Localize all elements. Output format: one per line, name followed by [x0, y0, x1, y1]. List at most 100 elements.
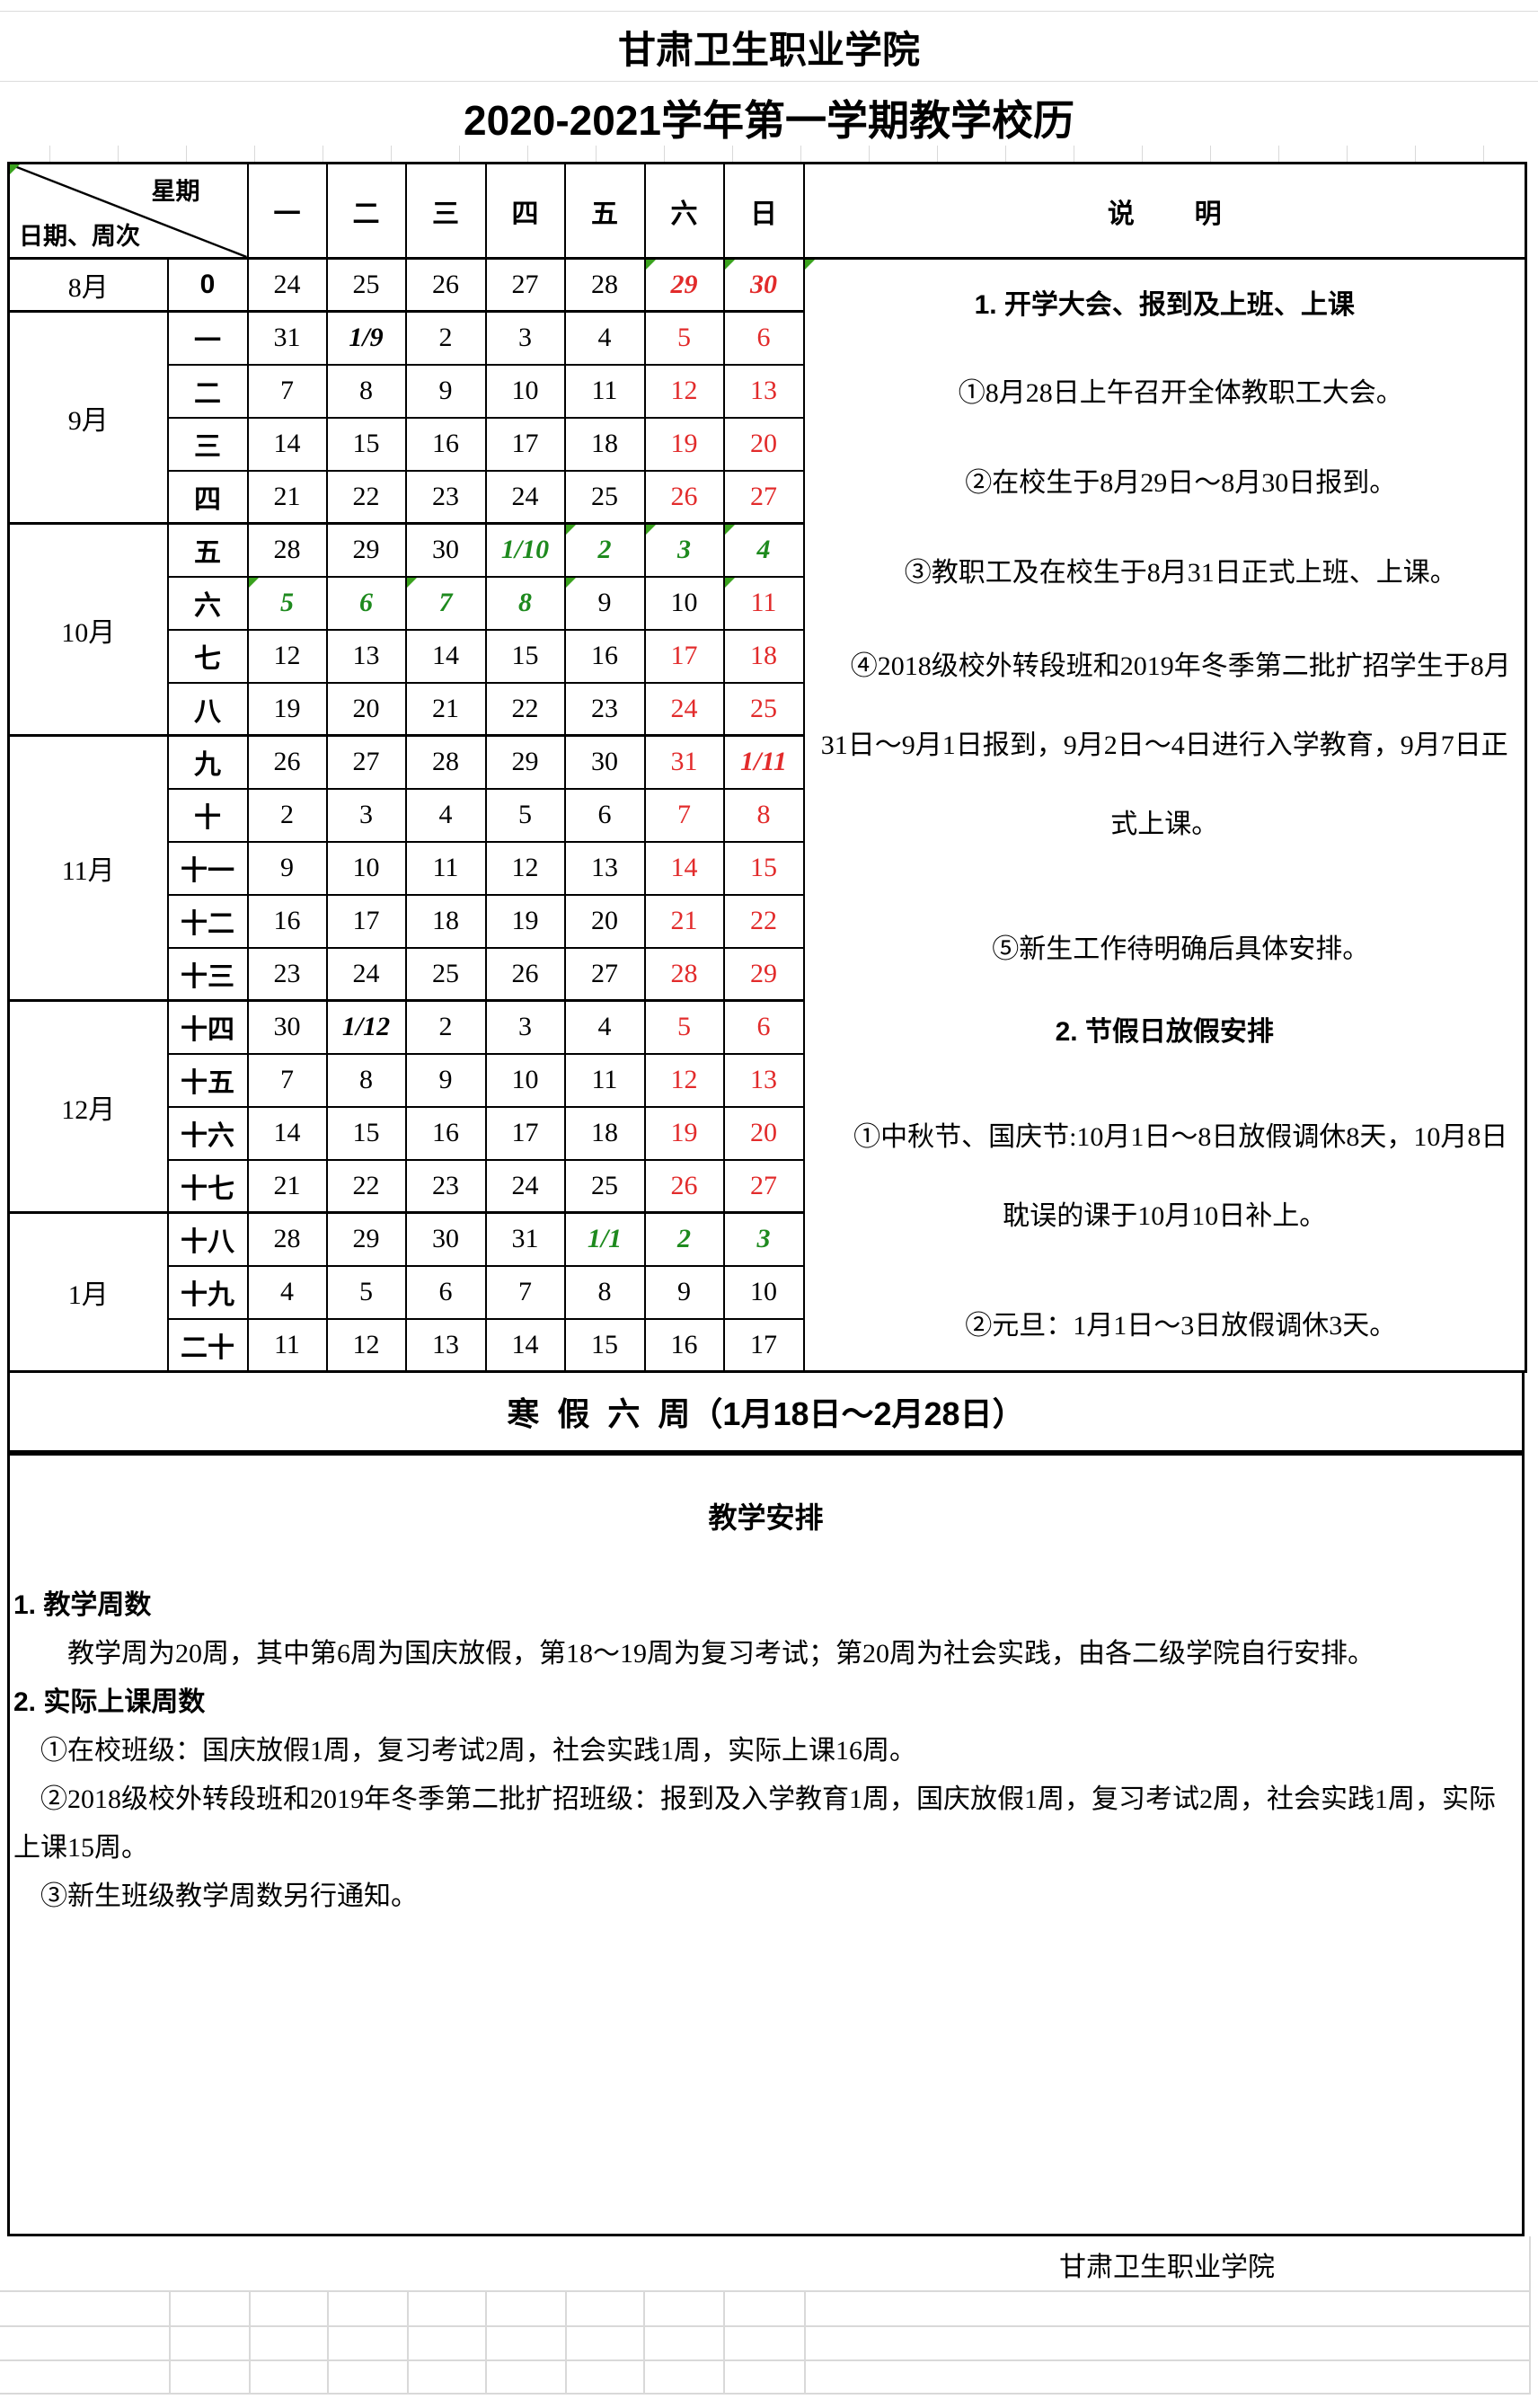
- notes-paragraph: ④2018级校外转段班和2019年冬季第二批扩招学生于8月31日～9月1日报到，…: [820, 651, 1511, 839]
- date-cell: 12: [325, 1317, 407, 1373]
- month-cell: 11月: [7, 734, 169, 1002]
- date-cell: 27: [722, 469, 805, 525]
- date-cell: 8: [563, 1264, 646, 1320]
- date-cell: 7: [246, 363, 328, 419]
- date-cell: 26: [246, 734, 328, 790]
- date-cell: 24: [643, 681, 725, 737]
- corner-marker-icon: [565, 577, 576, 588]
- date-cell: 30: [404, 1211, 487, 1267]
- date-cell: 24: [325, 946, 407, 1002]
- date-cell: 8: [722, 787, 805, 843]
- date-cell: 24: [246, 257, 328, 313]
- grid-line: [804, 2290, 806, 2395]
- date-cell: 3: [325, 787, 407, 843]
- date-cell: 6: [722, 310, 805, 366]
- grid-line: [459, 146, 460, 162]
- date-cell: 28: [246, 522, 328, 578]
- weekday-header-2: 二: [325, 162, 407, 260]
- date-cell: 19: [643, 416, 725, 472]
- date-cell: 20: [563, 893, 646, 949]
- calendar-week-row: 9月一 31 1/9 2 3 4 5 6: [7, 310, 1526, 525]
- date-cell: 27: [484, 257, 566, 313]
- calendar-week-row: 十一 9 10 11 12 13 14 15: [9, 840, 1526, 896]
- calendar-week-row: 八 19 20 21 22 23 24 25: [9, 681, 1526, 737]
- notes-column-header: 说 明: [802, 162, 1527, 260]
- date-cell: 8: [484, 575, 566, 631]
- date-cell: 1/12: [325, 999, 407, 1055]
- date-cell: 10: [484, 363, 566, 419]
- grid-line: [169, 2290, 171, 2395]
- calendar-week-row: 十五 7 8 9 10 11 12 13: [9, 1052, 1526, 1108]
- date-cell: 13: [722, 1052, 805, 1108]
- grid-line: [0, 11, 1538, 12]
- date-cell: 31: [484, 1211, 566, 1267]
- month-cell: 9月: [7, 310, 169, 525]
- date-cell: 17: [643, 628, 725, 684]
- date-cell: 18: [563, 1105, 646, 1161]
- date-cell: 12: [246, 628, 328, 684]
- calendar-week-row: 8月 0 24 25 26 27 28 29 30 1. 开学大会、报到及上班、上课 ①8月28日上…: [7, 257, 1527, 1373]
- grid-line: [391, 146, 392, 162]
- calendar-week-row: 四 21 22 23 24 25 26 27: [9, 469, 1526, 525]
- grid-line: [49, 146, 50, 162]
- grid-line: [1142, 146, 1143, 162]
- date-cell: 22: [325, 1158, 407, 1214]
- calendar-week-row: 11月九 26 27 28 29 30 31 1/11: [7, 734, 1526, 1002]
- grid-line: [186, 146, 187, 162]
- calendar-week-row: 十三 23 24 25 26 27 28 29: [9, 946, 1526, 1002]
- date-cell: 26: [643, 469, 725, 525]
- date-cell: 18: [404, 893, 487, 949]
- date-cell: 17: [722, 1317, 805, 1373]
- month-cell: 8月: [7, 257, 169, 313]
- date-cell: 29: [325, 1211, 407, 1267]
- week-number-cell: 十: [166, 787, 249, 843]
- date-cell: 17: [484, 416, 566, 472]
- grid-line: [1005, 146, 1006, 162]
- date-cell: 15: [325, 416, 407, 472]
- notes-paragraph: 1. 开学大会、报到及上班、上课: [974, 290, 1355, 320]
- date-cell: 29: [722, 946, 805, 1002]
- grid-line: [0, 2290, 1531, 2292]
- date-cell: 16: [404, 416, 487, 472]
- grid-line: [0, 2325, 1531, 2327]
- date-cell: 31: [246, 310, 328, 366]
- week-number-cell: 十六: [166, 1105, 249, 1161]
- grid-line: [249, 2290, 251, 2395]
- date-cell: 16: [404, 1105, 487, 1161]
- calendar-week-row: 1月 十八 28 29 30 31 1/1 2 3: [7, 1211, 1526, 1373]
- weekday-header-3: 三: [404, 162, 487, 260]
- date-cell: 12: [643, 1052, 725, 1108]
- date-cell: 11: [246, 1317, 328, 1373]
- grid-line: [118, 146, 119, 162]
- corner-marker-icon: [406, 577, 417, 588]
- date-cell: 10: [722, 1264, 805, 1320]
- grid-line: [407, 2290, 409, 2395]
- teaching-line: 2. 实际上课周数: [13, 1687, 206, 1717]
- date-cell: 4: [404, 787, 487, 843]
- week-number-cell: 十七: [166, 1158, 249, 1214]
- notes-text: 1. 开学大会、报到及上班、上课 ①8月28日上午召开全体教职工大会。 ②在校生于8…: [805, 264, 1525, 1366]
- date-cell: 7: [484, 1264, 566, 1320]
- date-cell: 22: [325, 469, 407, 525]
- school-title: 甘肃卫生职业学院: [617, 29, 920, 71]
- grid-line: [527, 146, 528, 162]
- corner-marker-icon: [565, 525, 576, 535]
- notes-paragraph: ②在校生于8月29日～8月30日报到。: [965, 468, 1397, 498]
- teaching-line: 教学周为20周，其中第6周为国庆放假，第18～19周为复习考试；第20周为社会实…: [67, 1639, 1374, 1669]
- month-cell: 12月: [7, 999, 169, 1214]
- date-cell: 8: [325, 363, 407, 419]
- date-cell: 6: [404, 1264, 487, 1320]
- date-cell: 26: [484, 946, 566, 1002]
- calendar-week-row: 十六 14 15 16 17 18 19 20: [9, 1105, 1526, 1161]
- grid-line: [869, 146, 870, 162]
- date-cell: 23: [404, 1158, 487, 1214]
- grid-line: [254, 146, 255, 162]
- date-cell: 19: [484, 893, 566, 949]
- diagonal-header-cell: 星期 日期、周次: [7, 162, 249, 260]
- corner-marker-icon: [724, 525, 735, 535]
- date-cell: 21: [246, 1158, 328, 1214]
- week-number-cell: 二十: [166, 1317, 249, 1373]
- date-cell: 9: [643, 1264, 725, 1320]
- weekday-header-7: 日: [722, 162, 805, 260]
- date-cell: 23: [404, 469, 487, 525]
